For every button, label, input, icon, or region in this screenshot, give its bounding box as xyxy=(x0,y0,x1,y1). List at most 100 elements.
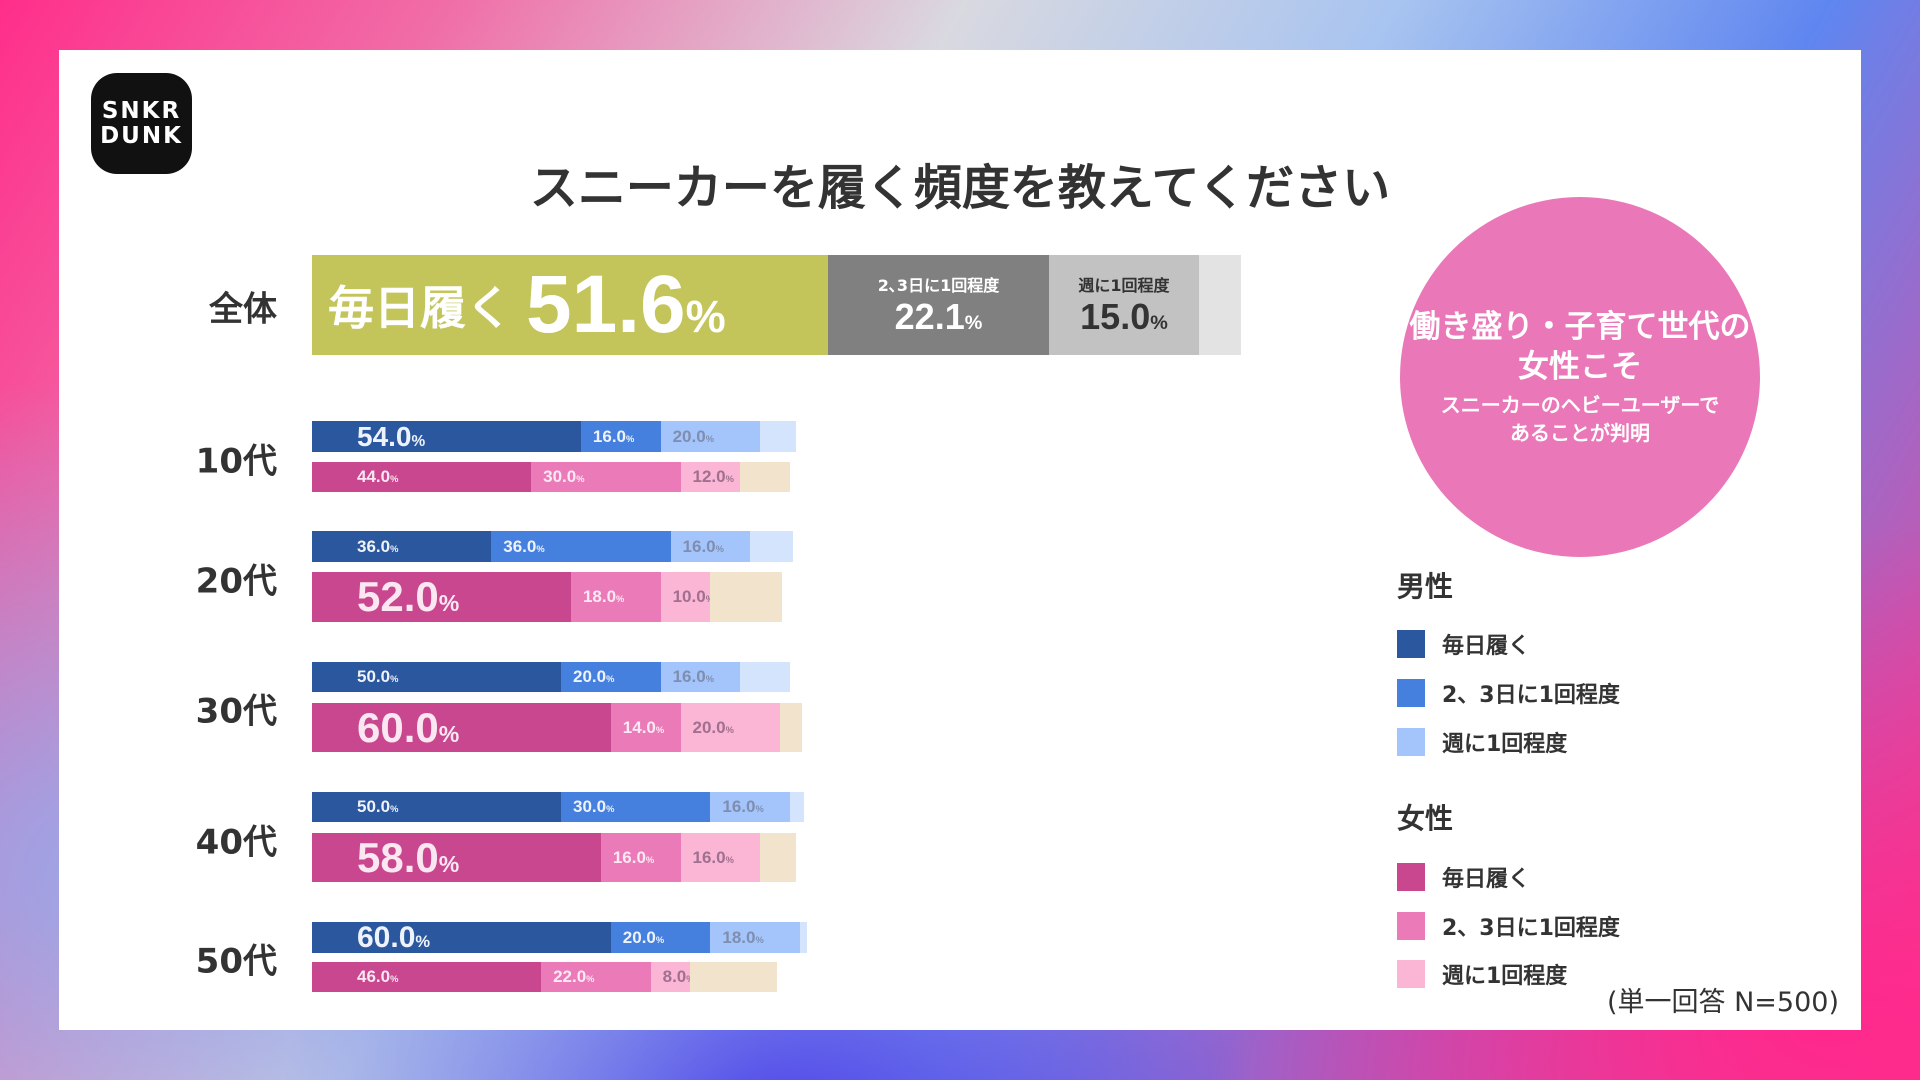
legend-swatch xyxy=(1397,863,1425,891)
female-bar-other xyxy=(780,703,802,752)
legend-label: 2、3日に1回程度 xyxy=(1442,683,1620,708)
overall-value-label: 22.1% xyxy=(894,296,983,337)
overall-value-label: 51.6% xyxy=(526,259,726,350)
female-bar-segment: 30.0% xyxy=(531,462,681,492)
row-label-age: 40代 xyxy=(195,822,277,863)
female-bar-segment: 18.0% xyxy=(570,572,661,622)
male-bar-segment: 54.0% xyxy=(312,421,581,452)
overall-bar-segment: 毎日履く 51.6% xyxy=(312,255,828,355)
female-bar-segment: 44.0% xyxy=(312,462,532,492)
callout-line3: スニーカーのヘビーユーザーで xyxy=(1440,393,1720,417)
male-bar-other xyxy=(750,531,794,562)
legend-swatch xyxy=(1397,679,1425,707)
female-bar-segment: 16.0% xyxy=(680,833,761,882)
row-label-age: 50代 xyxy=(195,941,277,982)
value-label: 60.0% xyxy=(357,920,431,954)
female-bar-segment: 46.0% xyxy=(312,962,542,992)
row-label-age: 30代 xyxy=(195,691,277,732)
value-label: 10.0% xyxy=(672,587,714,606)
snkrdunk-logo: SNKR DUNK xyxy=(91,73,192,174)
legend-item: 2、3日に1回程度 xyxy=(1397,677,1620,709)
value-label: 8.0% xyxy=(662,967,695,986)
legend-item: 週に1回程度 xyxy=(1397,726,1567,758)
value-label: 50.0% xyxy=(357,797,399,816)
logo-line1: SNKR xyxy=(101,97,182,124)
value-label: 16.0% xyxy=(682,536,724,556)
value-label: 36.0% xyxy=(357,536,399,556)
legend-label: 毎日履く xyxy=(1442,634,1531,659)
female-bar-other xyxy=(710,572,783,622)
value-label: 16.0% xyxy=(612,847,655,867)
value-label: 20.0% xyxy=(672,426,714,446)
male-bar-segment: 36.0% xyxy=(312,531,492,562)
callout-line2: 女性こそ xyxy=(1518,349,1642,385)
chart-title: スニーカーを履く頻度を教えてください xyxy=(529,160,1391,216)
value-label: 16.0% xyxy=(722,797,764,816)
female-bar-segment: 58.0% xyxy=(312,833,601,882)
value-label: 16.0% xyxy=(672,667,714,686)
value-label: 30.0% xyxy=(573,797,615,816)
value-label: 16.0% xyxy=(592,426,635,446)
overall-bar-other xyxy=(1199,255,1241,355)
male-bar-other xyxy=(760,421,797,452)
value-label: 22.0% xyxy=(553,967,595,986)
legend-swatch xyxy=(1397,630,1425,658)
overall-segment-name: 毎日履く xyxy=(328,281,512,335)
value-label: 36.0% xyxy=(503,536,545,556)
legend-label: 週に1回程度 xyxy=(1442,964,1568,989)
value-label: 20.0% xyxy=(692,717,734,737)
value-label: 58.0% xyxy=(357,833,460,881)
female-bar-segment: 12.0% xyxy=(680,462,741,492)
male-bar-segment: 50.0% xyxy=(312,792,561,822)
value-label: 12.0% xyxy=(692,467,734,486)
male-bar-segment: 50.0% xyxy=(312,662,561,692)
male-bar-segment: 20.0% xyxy=(660,421,761,452)
callout-circle: 働き盛り・子育て世代の 女性こそ スニーカーのヘビーユーザーで あることが判明 xyxy=(1400,197,1760,557)
value-label: 18.0% xyxy=(582,587,625,606)
value-label: 18.0% xyxy=(722,927,764,947)
female-bar-other xyxy=(760,833,797,882)
legend-item: 毎日履く xyxy=(1397,628,1530,660)
row-label-age: 10代 xyxy=(195,441,277,482)
legend-swatch xyxy=(1397,728,1425,756)
male-bar-segment: 36.0% xyxy=(491,531,671,562)
row-label-age: 20代 xyxy=(195,561,277,602)
overall-value-label: 15.0% xyxy=(1080,296,1168,337)
legend-item: 週に1回程度 xyxy=(1397,958,1567,990)
callout-line1: 働き盛り・子育て世代の xyxy=(1409,309,1751,345)
male-bar-segment: 18.0% xyxy=(710,922,801,953)
overall-segment-name: 週に1回程度 xyxy=(1078,276,1170,295)
male-bar-segment: 16.0% xyxy=(660,662,741,692)
overall-bar-segment: 週に1回程度 15.0% xyxy=(1049,255,1199,355)
male-bar-segment: 60.0% xyxy=(312,920,611,954)
callout-line4: あることが判明 xyxy=(1510,421,1650,445)
male-bar-segment: 16.0% xyxy=(580,421,661,452)
male-bar-other xyxy=(790,792,805,822)
male-bar-segment: 16.0% xyxy=(710,792,791,822)
legend-swatch xyxy=(1397,960,1425,988)
legend-swatch xyxy=(1397,912,1425,940)
value-label: 20.0% xyxy=(573,667,615,686)
female-bar-other xyxy=(690,962,777,992)
row-label-overall: 全体 xyxy=(209,289,277,330)
value-label: 44.0% xyxy=(357,467,399,486)
legend-label: 週に1回程度 xyxy=(1442,732,1568,757)
sample-note: (単一回答 N=500) xyxy=(1606,987,1839,1018)
value-label: 16.0% xyxy=(692,847,734,867)
female-bar-segment: 20.0% xyxy=(680,703,781,752)
female-bar-segment: 10.0% xyxy=(660,572,714,622)
value-label: 46.0% xyxy=(357,967,399,986)
logo-line2: DUNK xyxy=(100,122,183,149)
male-bar-other xyxy=(740,662,791,692)
overall-segment-name: 2､3日に1回程度 xyxy=(877,276,1000,295)
legend-label: 2、3日に1回程度 xyxy=(1442,916,1620,941)
male-bar-segment: 20.0% xyxy=(610,922,711,953)
female-bar-segment: 52.0% xyxy=(312,572,571,622)
value-label: 20.0% xyxy=(622,927,665,947)
female-bar-segment: 14.0% xyxy=(610,703,681,752)
value-label: 60.0% xyxy=(357,703,460,751)
value-label: 14.0% xyxy=(622,717,665,737)
female-bar-segment: 60.0% xyxy=(312,703,611,752)
value-label: 52.0% xyxy=(357,573,460,620)
female-bar-segment: 8.0% xyxy=(650,962,695,992)
